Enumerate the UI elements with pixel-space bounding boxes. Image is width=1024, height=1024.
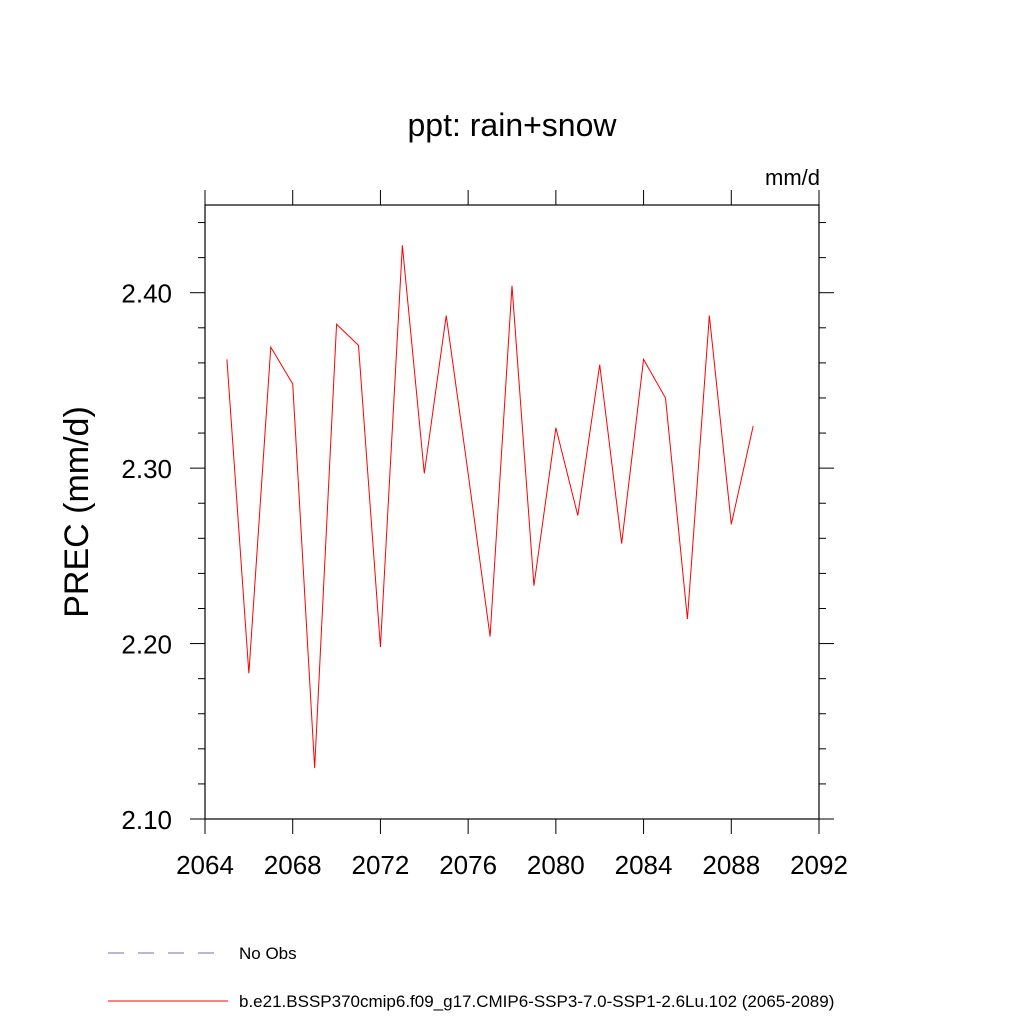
legend-label-no-obs: No Obs [239,944,297,963]
y-tick-label: 2.10 [121,805,172,835]
y-tick-label: 2.30 [121,454,172,484]
x-tick-label: 2064 [176,850,234,880]
x-tick-label: 2072 [352,850,410,880]
legend: No Obs b.e21.BSSP370cmip6.f09_g17.CMIP6-… [108,944,834,1011]
series-line-0 [226,245,754,769]
x-tick-label: 2080 [527,850,585,880]
chart-title: ppt: rain+snow [407,107,617,143]
axis-ticks [190,190,834,834]
plot-frame [204,204,820,820]
x-tick-label: 2068 [264,850,322,880]
y-axis-label: PREC (mm/d) [58,406,96,618]
x-tick-label: 2092 [790,850,848,880]
axis-tick-labels: 2064 2068 2072 2076 2080 2084 2088 2092 2.10 2.20… [121,279,848,880]
units-label: mm/d [765,165,820,190]
x-tick-label: 2088 [702,850,760,880]
x-tick-label: 2076 [439,850,497,880]
x-tick-label: 2084 [615,850,673,880]
y-tick-label: 2.20 [121,630,172,660]
y-tick-label: 2.40 [121,279,172,309]
series-layer [226,245,754,769]
legend-label-model: b.e21.BSSP370cmip6.f09_g17.CMIP6-SSP3-7.… [239,992,834,1011]
